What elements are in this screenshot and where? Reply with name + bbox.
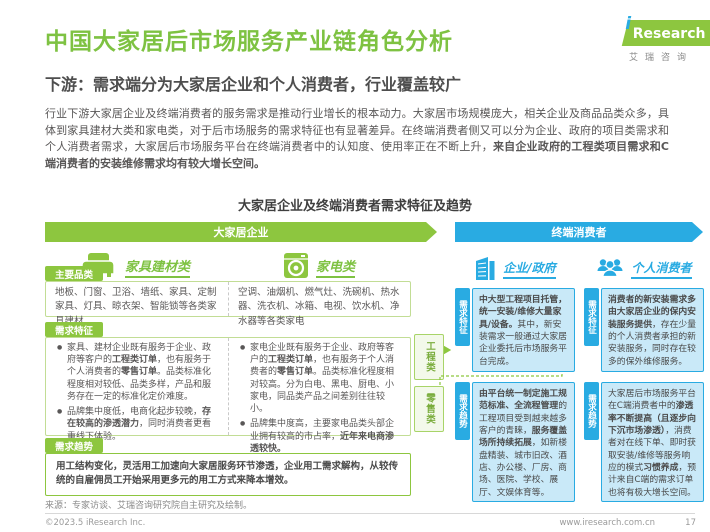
demand-features-box: 家具、建材企业既有服务于企业、政府等客户的工程类订单，也有服务于个人消费者的零售… (45, 337, 411, 454)
appliance-features-list: 家电企业既有服务于企业、政府等客户的工程类订单，也有服务于个人消费者的零售订单。… (238, 342, 401, 455)
logo-band: i Research (621, 14, 710, 46)
appliance-feature-bullet: 品牌集中度高，主要家电品类头部企业拥有较高的市占率，近年来电商渗透较快。 (240, 418, 401, 455)
consumer-column-label: 个人消费者 (631, 259, 692, 279)
consumer-column-header: 个人消费者 (584, 252, 704, 286)
appliance-column-label: 家电类 (315, 256, 355, 278)
furniture-categories-text: 地板、门窗、卫浴、墙纸、家具、定制家具、灯具、晾衣架、智能锁等各类家具建材 (55, 287, 217, 327)
main-categories-box: 地板、门窗、卫浴、墙纸、家具、定制家具、灯具、晾衣架、智能锁等各类家具建材 空调… (45, 281, 411, 327)
people-icon (596, 256, 624, 282)
row-badge-main-categories: 主要品类 (45, 266, 103, 281)
gov-column-header: 企业/政府 (455, 252, 575, 286)
appliance-column-header: 家电类 (227, 250, 411, 284)
intro-paragraph: 行业下游大家居企业及终端消费者的服务需求是推动行业增长的根本动力。大家居市场规模… (45, 107, 670, 170)
consumer-trend-box: 大家居后市场服务平台在C端消费者中的渗透率不断提高（且逐步向下沉市场渗透），消费… (601, 382, 704, 502)
gov-column-label: 企业/政府 (503, 259, 556, 279)
page-subtitle: 下游：需求端分为大家居企业和个人消费者，行业覆盖较广 (45, 75, 462, 94)
row-badge-demand-trends: 需求趋势 (45, 438, 103, 453)
consumer-trend-badge: 需求趋势 (584, 382, 599, 440)
gov-feature-box: 中大型工程项目托管，统一安装/维修大量家具/设备。其中，新安装需求一般通过大家居… (472, 288, 575, 372)
connector-engineering-orders: 工程类 (414, 334, 444, 380)
gov-trend-badge: 需求趋势 (455, 382, 470, 440)
gov-trend-box: 由平台统一制定施工规范标准、全流程管理的工程项目受到越来越多客户的青睐，服务覆盖… (472, 382, 575, 502)
furniture-features-list: 家具、建材企业既有服务于企业、政府等客户的工程类订单，也有服务于个人消费者的零售… (55, 342, 219, 443)
source-note: 来源：专家访谈、艾瑞咨询研究院自主研究及绘制。 (45, 501, 253, 511)
iresearch-logo: i Research 艾瑞咨询 (620, 14, 710, 63)
furniture-feature-bullet: 家具、建材企业既有服务于企业、政府等客户的工程类订单，也有服务于个人消费者的零售… (57, 342, 219, 403)
consumer-feature-box: 消费者的新安装需求多由大家居企业的保内安装服务提供，存在少量的个人消费者承担的新… (601, 288, 704, 372)
washing-machine-icon (283, 252, 309, 283)
appliance-categories-text: 空调、油烟机、燃气灶、洗碗机、热水器、洗衣机、冰箱、电视、饮水机、净水器等各类家… (228, 282, 410, 327)
row-badge-demand-features: 需求特征 (45, 322, 103, 337)
banner-end-consumers: 终端消费者 (455, 222, 703, 242)
furniture-features-cell: 家具、建材企业既有服务于企业、政府等客户的工程类订单，也有服务于个人消费者的零售… (46, 338, 228, 442)
logo-chinese-name: 艾瑞咨询 (628, 53, 693, 63)
furniture-column-label: 家具建材类 (124, 256, 190, 278)
figure-title: 大家居企业及终端消费者需求特征及趋势 (237, 199, 472, 214)
appliance-features-cell: 家电企业既有服务于企业、政府等客户的工程类订单，也有服务于个人消费者的零售订单。… (228, 338, 410, 454)
consumer-feature-badge: 需求特征 (584, 288, 599, 346)
appliance-feature-bullet: 家电企业既有服务于企业、政府等客户的工程类订单，也有服务于个人消费者的零售订单。… (240, 342, 401, 415)
furniture-feature-bullet: 品牌集中度低，电商化起步较晚，存在较高的渗透潜力，同时消费者更看重线下体验。 (57, 406, 219, 443)
page-title: 中国大家居后市场服务产业链角色分析 (45, 29, 453, 55)
furniture-column-header: 家具建材类 (45, 250, 227, 284)
footer-page-number: 17 (685, 518, 696, 528)
logo-brand-text: Research (632, 26, 706, 42)
footer-website: www.iresearch.com.cn (559, 518, 655, 528)
gov-feature-badge: 需求特征 (455, 288, 470, 346)
footer-divider (45, 513, 695, 514)
logo-i-mark: i (625, 14, 632, 34)
connector-retail-orders: 零售类 (414, 386, 444, 432)
demand-trends-box: 用工结构变化，灵活用工加速向大家居服务环节渗透，企业用工需求解构，从较传统的自雇… (45, 453, 411, 496)
banner-home-enterprises: 大家居企业 (45, 222, 437, 242)
footer-copyright: ©2023.5 iResearch Inc. (45, 518, 146, 528)
building-icon (474, 254, 496, 284)
